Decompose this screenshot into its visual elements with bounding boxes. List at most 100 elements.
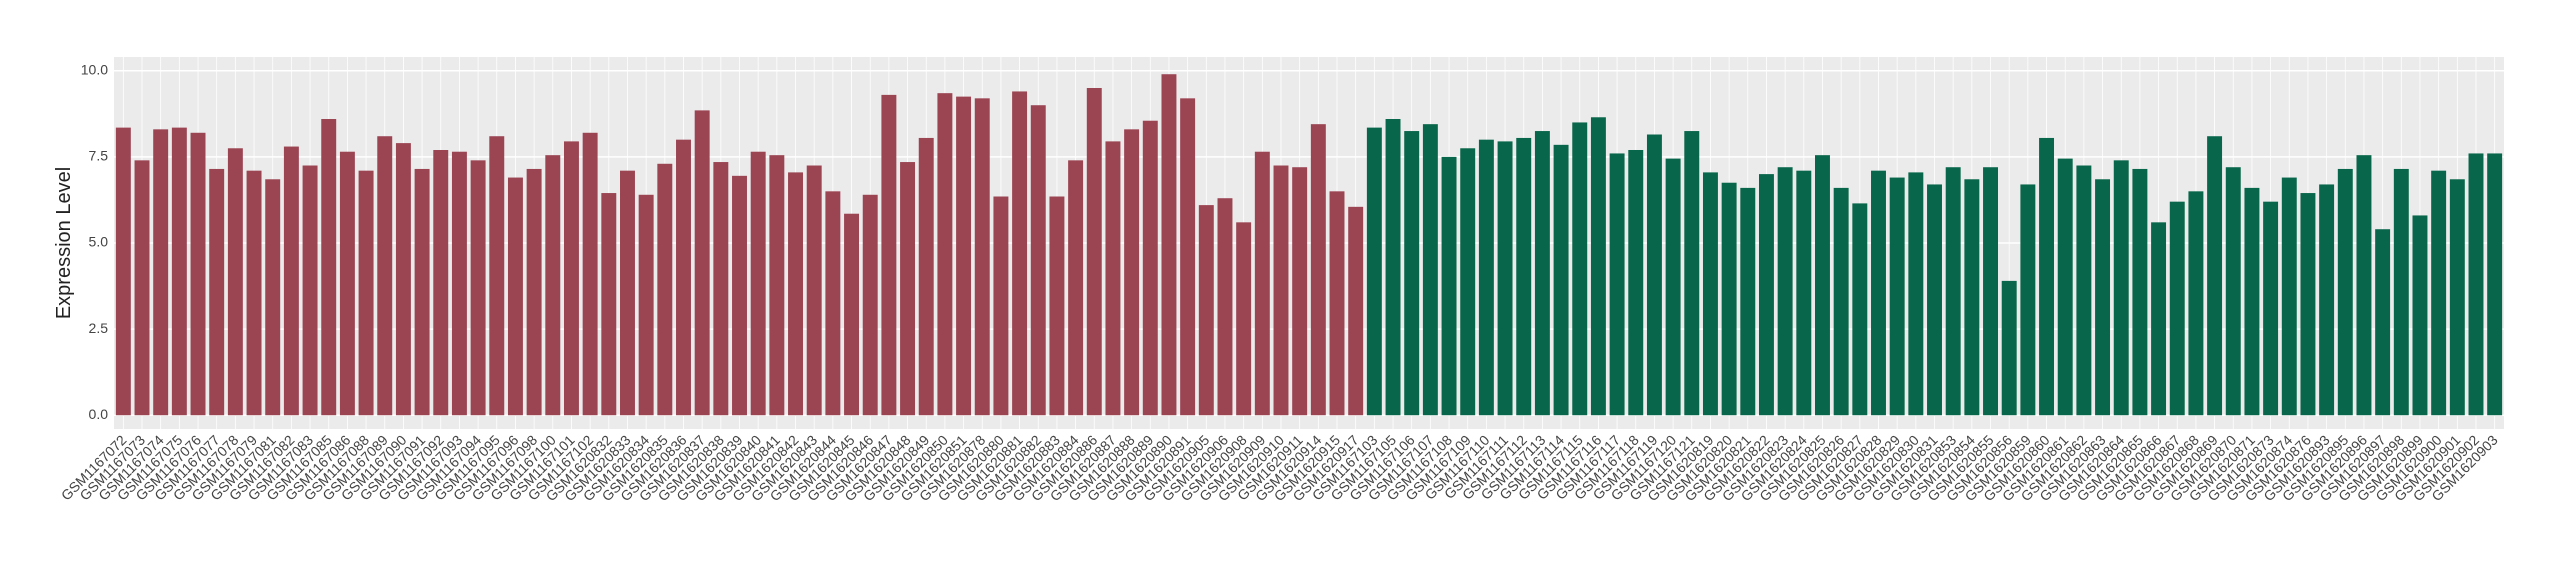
bar [1590, 117, 1606, 416]
bar [2468, 153, 2484, 416]
bar [2095, 179, 2111, 416]
bar [2281, 177, 2297, 416]
bar [1665, 158, 1681, 416]
bar [1142, 120, 1158, 416]
bar [1777, 167, 1793, 416]
bar [395, 143, 411, 416]
bar [825, 191, 841, 416]
bar [1983, 167, 1998, 416]
bar [414, 168, 430, 416]
bar [1348, 206, 1364, 416]
bar [1927, 184, 1942, 416]
bar [956, 96, 972, 416]
bar [2113, 160, 2129, 416]
bar [2001, 280, 2017, 416]
y-tick-label: 7.5 [89, 148, 109, 164]
bar [788, 172, 803, 416]
bar [582, 132, 598, 416]
bar [545, 155, 561, 416]
bar [638, 194, 654, 416]
bar [1310, 124, 1326, 416]
bar [2132, 168, 2148, 416]
bar [2431, 170, 2447, 416]
bar [283, 146, 299, 416]
bar [2356, 155, 2372, 416]
bar [1721, 182, 1737, 416]
bar [1628, 150, 1644, 416]
bar [2225, 167, 2241, 416]
bar [881, 94, 897, 416]
bar [470, 160, 486, 416]
bar [918, 137, 934, 416]
bar [1871, 170, 1886, 416]
y-axis-title: Expression Level [53, 167, 75, 319]
bar [433, 150, 449, 416]
bar [1889, 177, 1905, 416]
bar [1422, 124, 1438, 416]
bar [1702, 172, 1718, 416]
bar [1404, 131, 1420, 416]
y-tick-label: 10.0 [81, 61, 108, 77]
bar [1161, 74, 1177, 416]
bar [302, 165, 318, 416]
bar [900, 162, 916, 416]
bar [1646, 134, 1662, 416]
bar [153, 129, 169, 416]
bar [2020, 184, 2036, 416]
bar [769, 155, 785, 416]
bar [563, 141, 579, 416]
y-tick-label: 0.0 [89, 406, 109, 422]
bar [1254, 151, 1270, 416]
bar [1198, 205, 1214, 416]
bar [2039, 137, 2055, 416]
bar [1068, 160, 1084, 416]
bar [2393, 168, 2409, 416]
bar [1497, 141, 1513, 416]
bar [209, 168, 225, 416]
bar [171, 127, 187, 416]
bar [694, 110, 710, 416]
bar [974, 98, 990, 416]
bar [2337, 168, 2353, 416]
bar [2375, 229, 2391, 416]
bar [601, 193, 617, 416]
bar [806, 165, 822, 416]
bar [1553, 144, 1569, 416]
bar [2169, 201, 2185, 416]
bar [713, 162, 729, 416]
bar [1609, 153, 1625, 416]
y-tick-label: 2.5 [89, 320, 109, 336]
bar [1180, 98, 1196, 416]
bar [489, 136, 505, 416]
bar [2244, 187, 2260, 416]
bar [1852, 203, 1868, 416]
bar [1516, 137, 1532, 416]
bar [2412, 215, 2428, 416]
bar [1012, 91, 1028, 416]
bar [1329, 191, 1345, 416]
bar [1815, 155, 1830, 416]
bar [1236, 222, 1252, 416]
bar [1534, 131, 1550, 416]
bar [657, 163, 673, 416]
bar [377, 136, 393, 416]
bar [2449, 179, 2465, 416]
bar [750, 151, 766, 416]
bar [844, 213, 860, 416]
bar [190, 132, 206, 416]
bar [358, 170, 374, 416]
bar [1945, 167, 1961, 416]
bar [937, 93, 953, 416]
bar [732, 175, 747, 416]
bar [993, 196, 1009, 416]
bar [2188, 191, 2204, 416]
bar [2300, 193, 2316, 416]
bar [265, 179, 281, 416]
bar [1273, 165, 1289, 416]
bar [2151, 222, 2167, 416]
bar [2076, 165, 2092, 416]
bar [1124, 129, 1140, 416]
bar [321, 119, 337, 416]
bar [2057, 158, 2073, 416]
